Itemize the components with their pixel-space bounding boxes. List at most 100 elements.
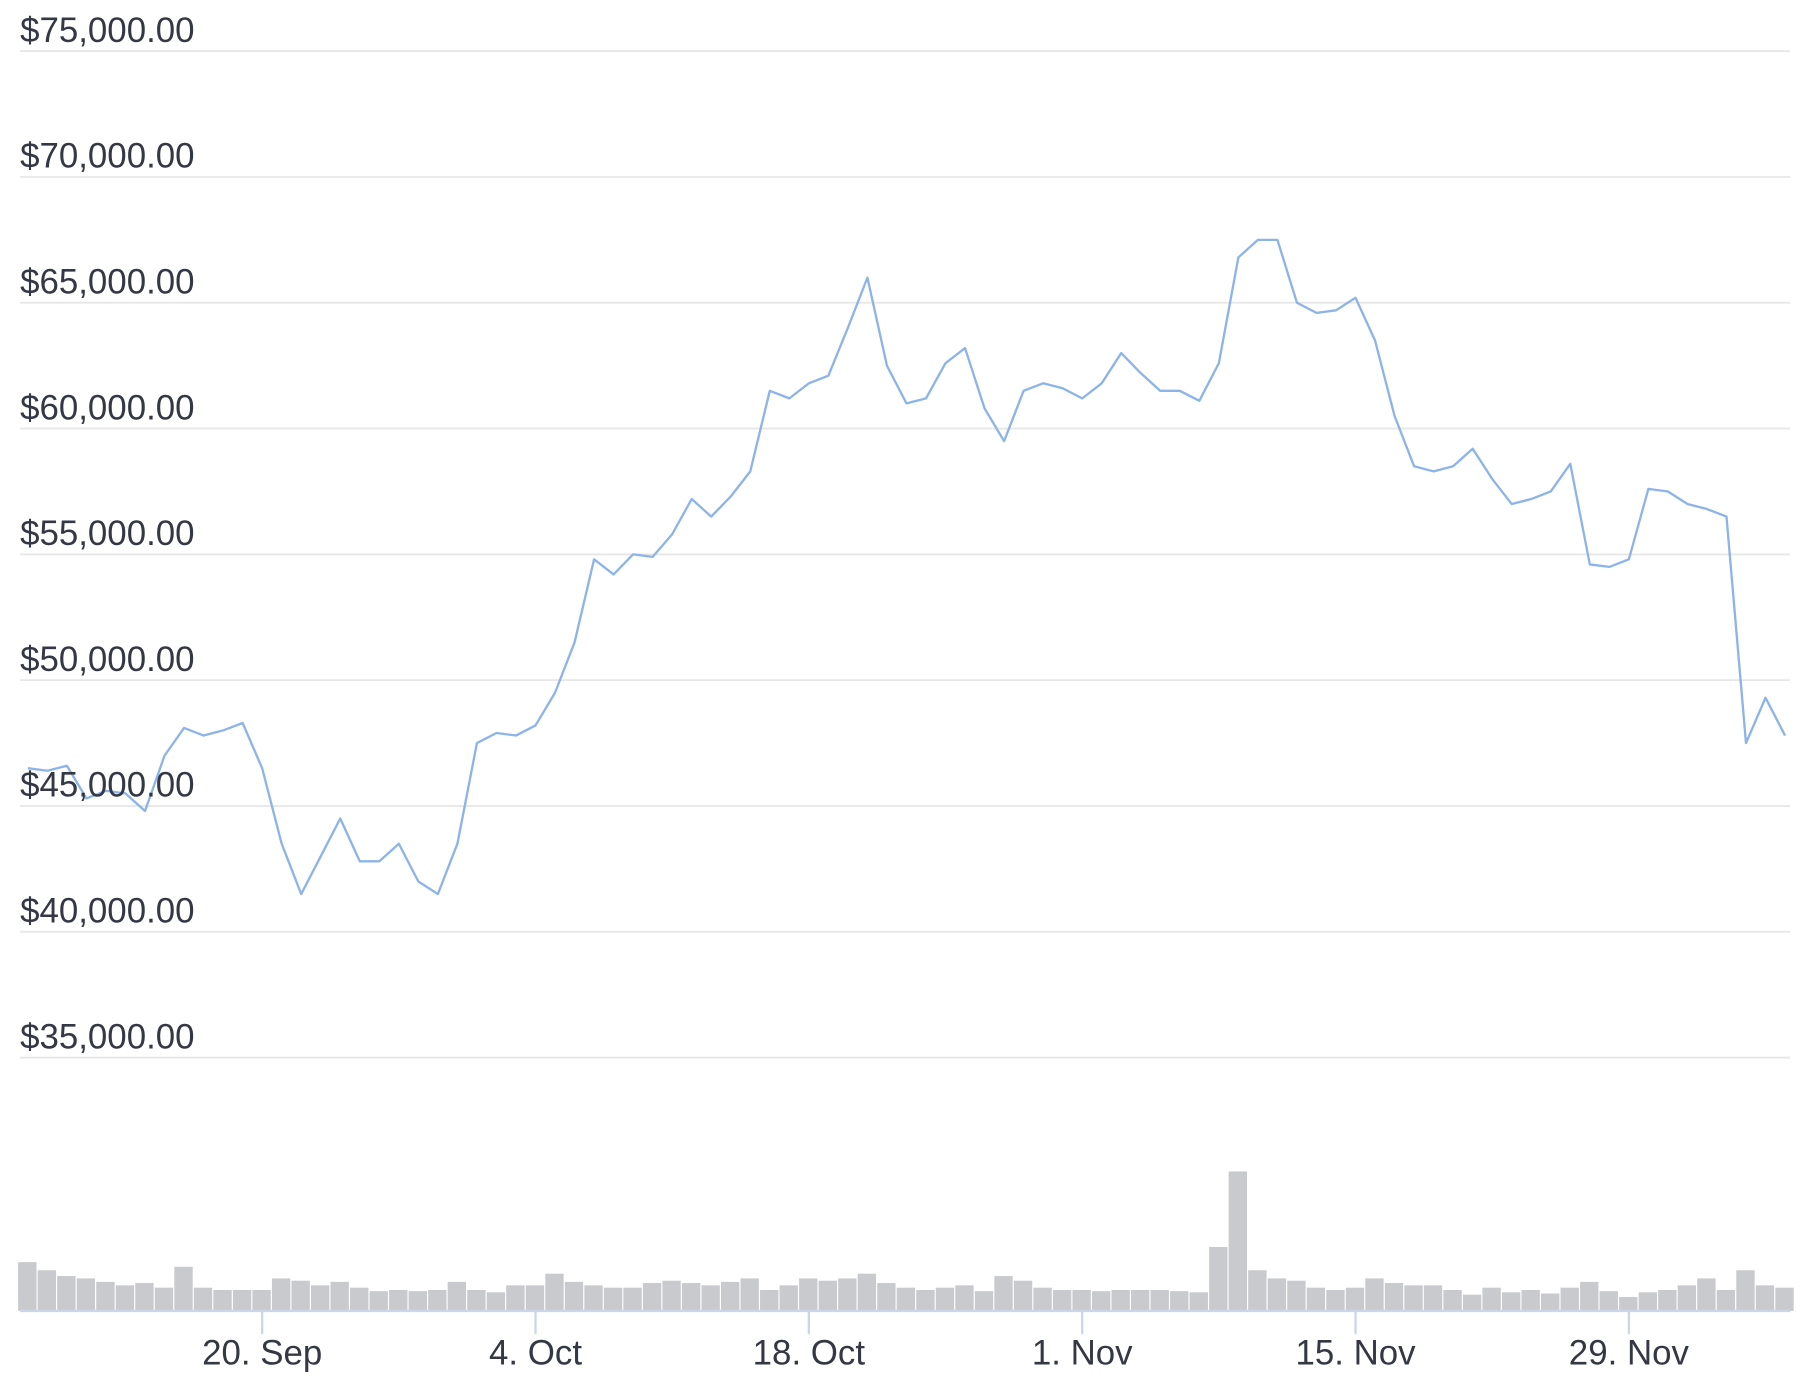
y-tick-label: $45,000.00	[20, 766, 194, 805]
y-tick-label: $40,000.00	[20, 891, 194, 930]
volume-bar	[1013, 1280, 1033, 1311]
volume-bar	[1736, 1270, 1755, 1311]
volume-bar	[389, 1290, 408, 1311]
volume-bar	[193, 1287, 213, 1311]
volume-bar	[916, 1290, 935, 1311]
volume-bar	[1150, 1290, 1169, 1311]
volume-bar	[779, 1285, 798, 1311]
x-tick-label: 15. Nov	[1295, 1333, 1416, 1372]
volume-bar	[994, 1276, 1013, 1311]
volume-bar	[96, 1281, 115, 1311]
volume-bar	[1287, 1280, 1306, 1311]
volume-bar	[1306, 1287, 1326, 1311]
volume-bar	[1677, 1285, 1697, 1311]
volume-bar	[447, 1281, 467, 1311]
volume-bar	[1384, 1283, 1404, 1311]
volume-bar	[1599, 1291, 1618, 1311]
volume-bar	[1091, 1291, 1111, 1311]
volume-bar	[799, 1278, 818, 1311]
volume-bar	[662, 1280, 681, 1311]
volume-bar	[1228, 1171, 1247, 1311]
volume-bar	[252, 1290, 271, 1311]
volume-bar	[1443, 1290, 1462, 1311]
volume-bar	[838, 1278, 857, 1311]
volume-bar	[428, 1290, 447, 1311]
volume-bar	[681, 1283, 701, 1311]
y-tick-label: $75,000.00	[20, 11, 194, 50]
volume-bar	[37, 1270, 57, 1311]
y-tick-label: $55,000.00	[20, 514, 194, 553]
volume-bar	[896, 1287, 916, 1311]
volume-bar	[232, 1290, 252, 1311]
price-line	[27, 238, 1787, 896]
volume-bar	[310, 1285, 330, 1311]
volume-bar	[1541, 1293, 1560, 1311]
volume-bar	[1697, 1278, 1716, 1311]
volume-bar	[935, 1287, 955, 1311]
volume-bar	[408, 1291, 427, 1311]
volume-bar	[525, 1285, 545, 1311]
volume-bar	[721, 1281, 740, 1311]
volume-bar	[1716, 1290, 1736, 1311]
volume-bar	[506, 1285, 525, 1311]
volume-bar	[1462, 1294, 1482, 1311]
x-tick-label: 20. Sep	[202, 1333, 322, 1372]
volume-bar	[271, 1278, 291, 1311]
volume-bar	[1072, 1290, 1091, 1311]
volume-bar	[57, 1276, 76, 1311]
volume-bar	[642, 1283, 662, 1311]
volume-bar	[760, 1290, 779, 1311]
volume-bar	[701, 1285, 720, 1311]
volume-bar	[1755, 1285, 1775, 1311]
volume-bar	[1209, 1247, 1228, 1311]
volume-bar	[135, 1283, 154, 1311]
x-tick-label: 18. Oct	[753, 1333, 866, 1372]
volume-bar	[291, 1280, 310, 1311]
y-tick-label: $35,000.00	[20, 1017, 194, 1056]
volume-bar	[76, 1278, 96, 1311]
volume-bar	[18, 1262, 37, 1311]
volume-bar	[623, 1287, 642, 1311]
volume-bar	[877, 1283, 896, 1311]
volume-bar	[1423, 1285, 1443, 1311]
volume-bar	[1248, 1270, 1267, 1311]
volume-bar	[1638, 1292, 1658, 1311]
volume-bar	[1580, 1281, 1599, 1311]
volume-bar	[1404, 1285, 1423, 1311]
volume-bar	[1345, 1287, 1365, 1311]
volume-bar	[1267, 1278, 1287, 1311]
volume-bar	[1131, 1290, 1150, 1311]
volume-bar	[486, 1292, 506, 1311]
volume-bar	[1033, 1287, 1052, 1311]
volume-bar	[174, 1266, 193, 1311]
volume-bar	[1521, 1290, 1540, 1311]
volume-bar	[1111, 1290, 1130, 1311]
volume-bar	[818, 1280, 837, 1311]
volume-bar	[1365, 1278, 1384, 1311]
volume-bar	[1658, 1290, 1677, 1311]
volume-bar	[1560, 1287, 1579, 1311]
volume-bar	[1170, 1291, 1189, 1311]
volume-bar	[545, 1273, 564, 1311]
volume-bar	[974, 1291, 994, 1311]
x-tick-label: 29. Nov	[1569, 1333, 1690, 1372]
volume-bar	[564, 1281, 584, 1311]
volume-bar	[603, 1287, 623, 1311]
volume-bar	[955, 1285, 974, 1311]
x-tick-label: 1. Nov	[1032, 1333, 1133, 1372]
volume-bar	[1482, 1287, 1501, 1311]
volume-bar	[1619, 1296, 1638, 1311]
y-tick-label: $50,000.00	[20, 640, 194, 679]
volume-bar	[350, 1287, 369, 1311]
volume-bar	[1775, 1287, 1794, 1311]
volume-bar	[330, 1281, 349, 1311]
volume-bar	[1326, 1290, 1345, 1311]
volume-bar	[1189, 1292, 1208, 1311]
y-tick-label: $65,000.00	[20, 262, 194, 301]
volume-bar	[213, 1290, 232, 1311]
volume-bar	[1052, 1290, 1072, 1311]
volume-bar	[740, 1278, 759, 1311]
y-tick-label: $60,000.00	[20, 388, 194, 427]
volume-bar	[154, 1287, 174, 1311]
